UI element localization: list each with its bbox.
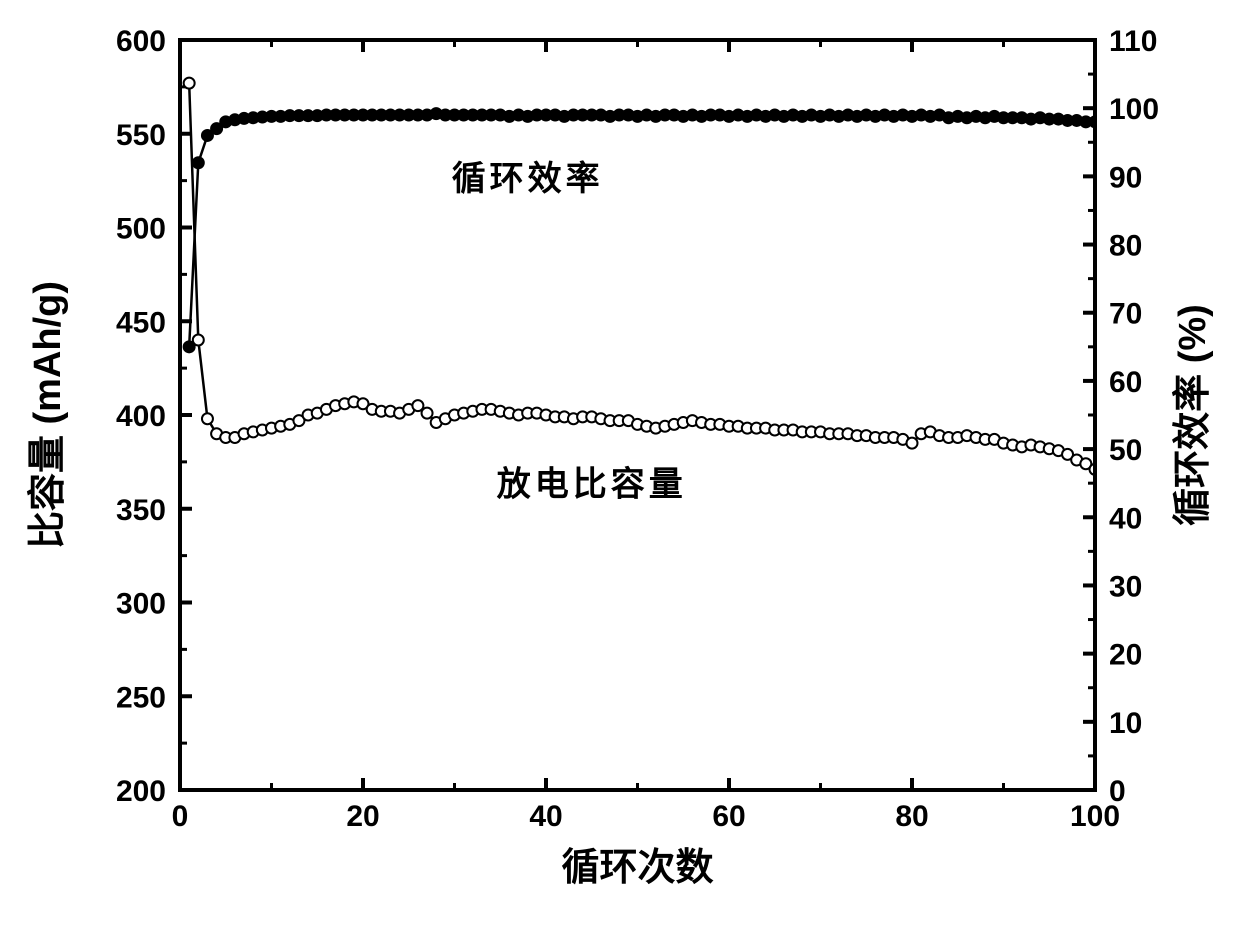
y-right-tick-label: 20 [1109,639,1142,672]
x-tick-label: 20 [346,800,379,833]
series-marker-discharge_capacity [193,335,204,346]
y-left-axis-title: 比容量 (mAh/g) [27,281,69,549]
y-right-tick-label: 80 [1109,230,1142,263]
y-left-tick-label: 350 [116,494,166,527]
x-tick-label: 80 [895,800,928,833]
y-right-tick-label: 0 [1109,775,1126,808]
series-marker-discharge_capacity [202,413,213,424]
chart-container: 0 20 40 60 80 100 200 250 300 350 400 450 500 550 600 0… [0,0,1240,940]
series-marker-discharge_capacity [907,438,918,449]
y-left-tick-label: 250 [116,681,166,714]
x-axis-title: 循环次数 [561,847,713,889]
y-right-tick-label: 40 [1109,502,1142,535]
y-left-tick-label: 600 [116,25,166,58]
x-tick-label: 0 [172,800,189,833]
y-right-tick-label: 110 [1109,25,1157,58]
dual-axis-chart: 0 20 40 60 80 100 200 250 300 350 400 450 500 550 600 0… [0,0,1240,940]
y-left-tick-label: 500 [116,213,166,246]
y-right-tick-label: 60 [1109,366,1142,399]
y-right-tick-label: 10 [1109,707,1142,740]
x-tick-label: 60 [712,800,745,833]
annotation-label: 放电比容量 [497,466,687,504]
y-right-tick-label: 90 [1109,161,1142,194]
y-right-tick-label: 70 [1109,298,1142,331]
y-left-tick-label: 300 [116,588,166,621]
series-marker-cycle_efficiency [192,157,204,169]
y-left-tick-label: 450 [116,306,166,339]
y-right-tick-label: 50 [1109,434,1142,467]
series-marker-discharge_capacity [422,408,433,419]
y-left-tick-label: 550 [116,119,166,152]
annotation-label: 循环效率 [452,160,604,198]
y-right-tick-label: 30 [1109,570,1142,603]
y-left-tick-label: 400 [116,400,166,433]
series-marker-discharge_capacity [184,78,195,89]
y-right-axis-title: 循环效率 (%) [1172,304,1214,526]
y-right-tick-label: 100 [1109,93,1159,126]
y-left-tick-label: 200 [116,775,166,808]
x-tick-label: 40 [529,800,562,833]
